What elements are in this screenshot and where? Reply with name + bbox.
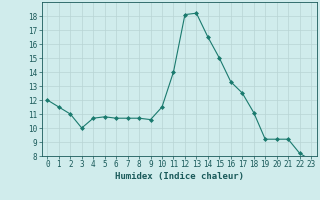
X-axis label: Humidex (Indice chaleur): Humidex (Indice chaleur) [115, 172, 244, 181]
